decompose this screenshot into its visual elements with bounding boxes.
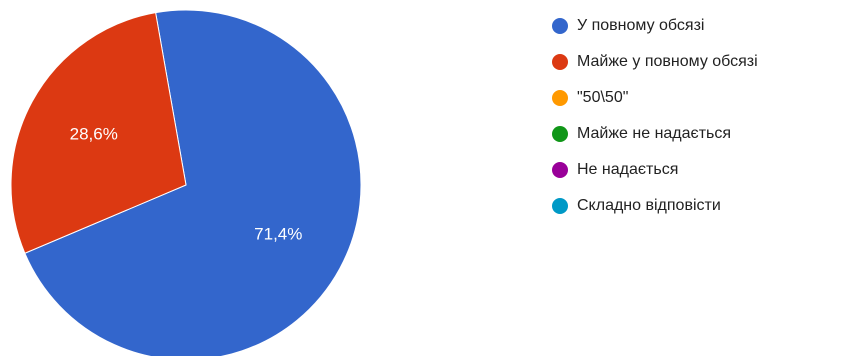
pie-slice-0[interactable]	[24, 9, 362, 356]
legend-swatch-icon	[552, 162, 568, 178]
legend-item-5[interactable]: Складно відповісти	[552, 188, 758, 224]
chart-legend: У повному обсязі Майже у повному обсязі "5…	[552, 8, 758, 224]
legend-item-4[interactable]: Не надається	[552, 152, 758, 188]
legend-item-2[interactable]: "50\50"	[552, 80, 758, 116]
legend-item-1[interactable]: Майже у повному обсязі	[552, 44, 758, 80]
legend-swatch-icon	[552, 198, 568, 214]
pie-slice-label-0: 71,4%	[254, 225, 302, 244]
pie-slice-1[interactable]	[10, 12, 187, 254]
legend-item-0[interactable]: У повному обсязі	[552, 8, 758, 44]
legend-swatch-icon	[552, 90, 568, 106]
legend-label: У повному обсязі	[577, 17, 705, 34]
legend-label: "50\50"	[577, 89, 629, 106]
legend-item-3[interactable]: Майже не надається	[552, 116, 758, 152]
legend-swatch-icon	[552, 18, 568, 34]
legend-label: Не надається	[577, 161, 679, 178]
legend-swatch-icon	[552, 126, 568, 142]
legend-label: Складно відповісти	[577, 197, 721, 214]
legend-label: Майже не надається	[577, 125, 732, 142]
legend-label: Майже у повному обсязі	[577, 53, 758, 70]
pie-slice-label-1: 28,6%	[70, 124, 118, 143]
legend-swatch-icon	[552, 54, 568, 70]
